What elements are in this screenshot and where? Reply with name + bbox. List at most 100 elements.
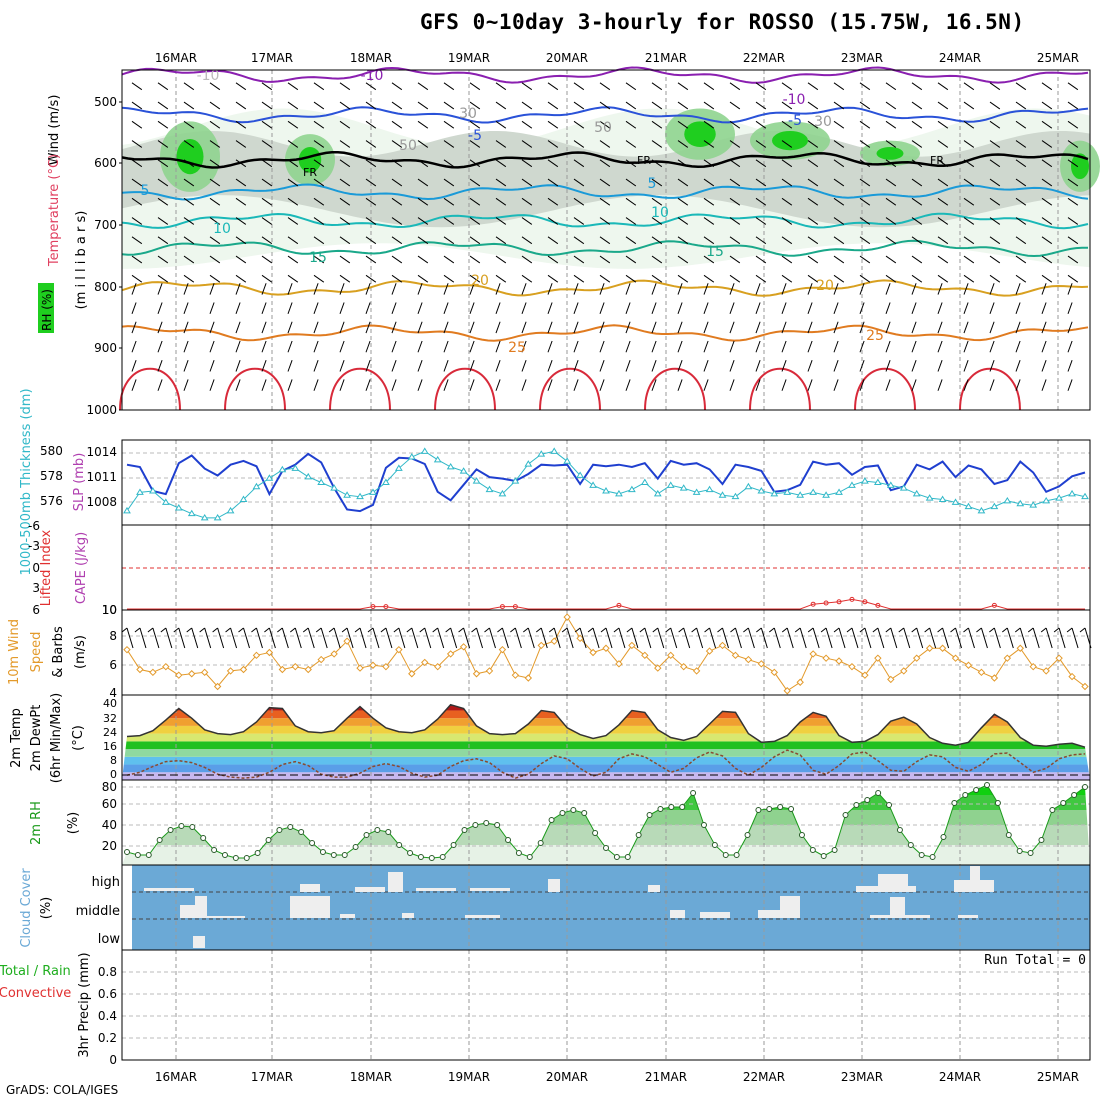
barb xyxy=(235,360,241,372)
contour-label-12: 15 xyxy=(706,244,724,260)
cape-marker xyxy=(810,601,816,607)
cloud-block-1 xyxy=(300,884,320,892)
barb xyxy=(391,101,403,110)
rh-marker xyxy=(1038,837,1045,843)
wind-speed-marker xyxy=(1055,654,1063,662)
barb xyxy=(833,321,839,334)
barb xyxy=(989,283,995,295)
barb xyxy=(859,101,871,110)
barb xyxy=(1041,140,1053,148)
barb xyxy=(859,120,871,129)
wind-unit: (m/s) xyxy=(73,635,88,669)
rh-marker xyxy=(875,790,882,796)
barb xyxy=(885,274,897,283)
barb xyxy=(911,283,917,295)
barb xyxy=(235,340,241,353)
contour-label-20: 50 xyxy=(594,120,612,136)
thickness-marker xyxy=(239,495,248,502)
wind-barb xyxy=(1071,627,1079,649)
wind-barb xyxy=(734,627,742,649)
precip-label-2: Convective xyxy=(0,986,71,1001)
wind-speed-marker xyxy=(654,664,662,672)
wind-barb xyxy=(152,627,160,649)
wind-barb xyxy=(657,627,665,649)
wind-barb xyxy=(916,627,924,649)
barb xyxy=(599,82,611,91)
cloud-block-0 xyxy=(144,888,194,891)
barb xyxy=(573,140,585,148)
wind-barb xyxy=(294,627,302,649)
barb xyxy=(157,178,169,187)
rh-marker xyxy=(417,854,424,860)
barb xyxy=(833,217,845,225)
wind-barb-flag xyxy=(264,627,270,633)
barb xyxy=(625,217,637,225)
barb xyxy=(599,379,605,391)
slp-tick-1011: 1011 xyxy=(86,470,117,484)
wind-speed-marker xyxy=(265,648,274,657)
barb xyxy=(521,274,533,283)
barb xyxy=(625,197,637,206)
barb xyxy=(729,321,735,334)
barb xyxy=(885,140,897,148)
barb xyxy=(1041,321,1047,334)
barb xyxy=(1015,379,1021,391)
slp-line xyxy=(126,452,1086,513)
barb xyxy=(703,274,715,283)
barb xyxy=(183,274,195,283)
wind-barb-flag xyxy=(743,627,749,633)
cape-marker xyxy=(823,600,829,606)
barb xyxy=(651,197,663,206)
contour-label-14: 20 xyxy=(471,273,489,289)
barb xyxy=(209,217,221,225)
rh-marker xyxy=(428,855,435,861)
barb xyxy=(677,217,689,225)
rh-marker xyxy=(461,827,468,833)
barb xyxy=(469,217,481,225)
rh-marker xyxy=(668,804,675,810)
barb xyxy=(495,217,507,225)
rh-fill-group xyxy=(122,785,1090,865)
barb xyxy=(937,302,943,314)
barb xyxy=(495,321,501,334)
wind-barb xyxy=(722,627,729,649)
barb xyxy=(443,360,449,372)
wind-barb-flag xyxy=(885,627,892,633)
barb xyxy=(287,274,299,283)
isotherm-3 xyxy=(121,183,1089,201)
barb xyxy=(547,197,559,206)
wind-barb xyxy=(566,627,574,649)
wind-barb-flag xyxy=(652,627,659,633)
barb xyxy=(261,379,267,391)
rh-marker xyxy=(1005,832,1012,838)
barb xyxy=(495,101,507,110)
barb xyxy=(131,360,137,372)
thickness-marker xyxy=(809,488,818,495)
rh-marker xyxy=(407,850,414,856)
pressure-tick-700: 700 xyxy=(94,218,117,232)
barb xyxy=(443,302,449,314)
wind-barb-flag xyxy=(393,627,400,633)
wind-speed-marker xyxy=(1029,662,1037,671)
barb xyxy=(859,140,871,148)
wind-barb xyxy=(1045,627,1053,649)
rh-core-3 xyxy=(772,130,808,151)
barb xyxy=(1015,302,1021,314)
barb xyxy=(417,283,423,295)
wind-speed-marker xyxy=(951,654,960,662)
thickness-marker xyxy=(576,471,584,478)
barb xyxy=(1041,197,1053,206)
barb xyxy=(183,302,189,314)
barb xyxy=(781,302,787,314)
temp-band-1 xyxy=(122,764,1090,773)
barb xyxy=(989,274,1001,283)
wind-speed-marker xyxy=(770,668,779,677)
barb xyxy=(183,140,195,148)
barb xyxy=(287,379,293,391)
barb xyxy=(911,302,917,314)
barb xyxy=(963,101,975,110)
barb xyxy=(599,321,605,334)
wind-barb xyxy=(372,627,380,649)
barb xyxy=(521,101,533,110)
barb xyxy=(599,236,611,245)
